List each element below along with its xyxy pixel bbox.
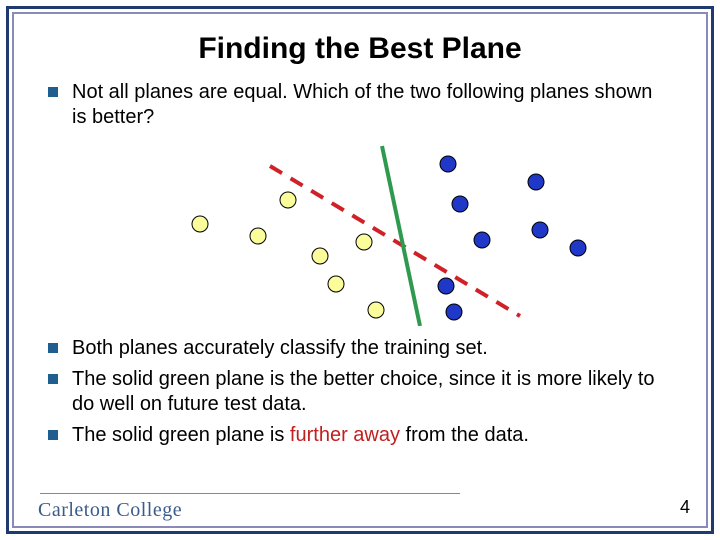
bullet-icon <box>48 430 58 440</box>
bullet-text: Not all planes are equal. Which of the t… <box>72 80 672 130</box>
bullet-list-bottom: Both planes accurately classify the trai… <box>48 336 672 448</box>
college-logo: Carleton College <box>38 499 182 522</box>
blue-point <box>570 240 586 256</box>
bullet-icon <box>48 374 58 384</box>
green-plane-line <box>382 146 420 326</box>
text-accent: further away <box>290 424 400 446</box>
yellow-point <box>356 234 372 250</box>
bullet-text: The solid green plane is further away fr… <box>72 423 529 448</box>
list-item: The solid green plane is further away fr… <box>48 423 672 448</box>
list-item: Both planes accurately classify the trai… <box>48 336 672 361</box>
scatter-diagram <box>120 136 600 326</box>
text-post: from the data. <box>400 424 529 446</box>
list-item: Not all planes are equal. Which of the t… <box>48 80 672 130</box>
text-pre: The solid green plane is the better choi… <box>72 368 655 415</box>
list-item: The solid green plane is the better choi… <box>48 367 672 417</box>
bullet-icon <box>48 87 58 97</box>
blue-point <box>474 232 490 248</box>
text-pre: The solid green plane is <box>72 424 290 446</box>
blue-point <box>446 304 462 320</box>
slide-content: Finding the Best Plane Not all planes ar… <box>18 18 702 522</box>
blue-point <box>532 222 548 238</box>
blue-point <box>452 196 468 212</box>
slide-title: Finding the Best Plane <box>48 32 672 66</box>
yellow-point <box>312 248 328 264</box>
blue-point <box>440 156 456 172</box>
blue-point <box>528 174 544 190</box>
blue-point <box>438 278 454 294</box>
yellow-point <box>250 228 266 244</box>
bullet-list-top: Not all planes are equal. Which of the t… <box>48 80 672 130</box>
text-pre: Both planes accurately classify the trai… <box>72 337 488 359</box>
bullet-icon <box>48 343 58 353</box>
page-number: 4 <box>680 497 690 518</box>
yellow-point <box>192 216 208 232</box>
bullet-text: Both planes accurately classify the trai… <box>72 336 488 361</box>
bullet-text: The solid green plane is the better choi… <box>72 367 672 417</box>
yellow-point <box>280 192 296 208</box>
footer-divider <box>40 493 460 494</box>
yellow-point <box>368 302 384 318</box>
diagram-container <box>48 136 672 326</box>
yellow-point <box>328 276 344 292</box>
